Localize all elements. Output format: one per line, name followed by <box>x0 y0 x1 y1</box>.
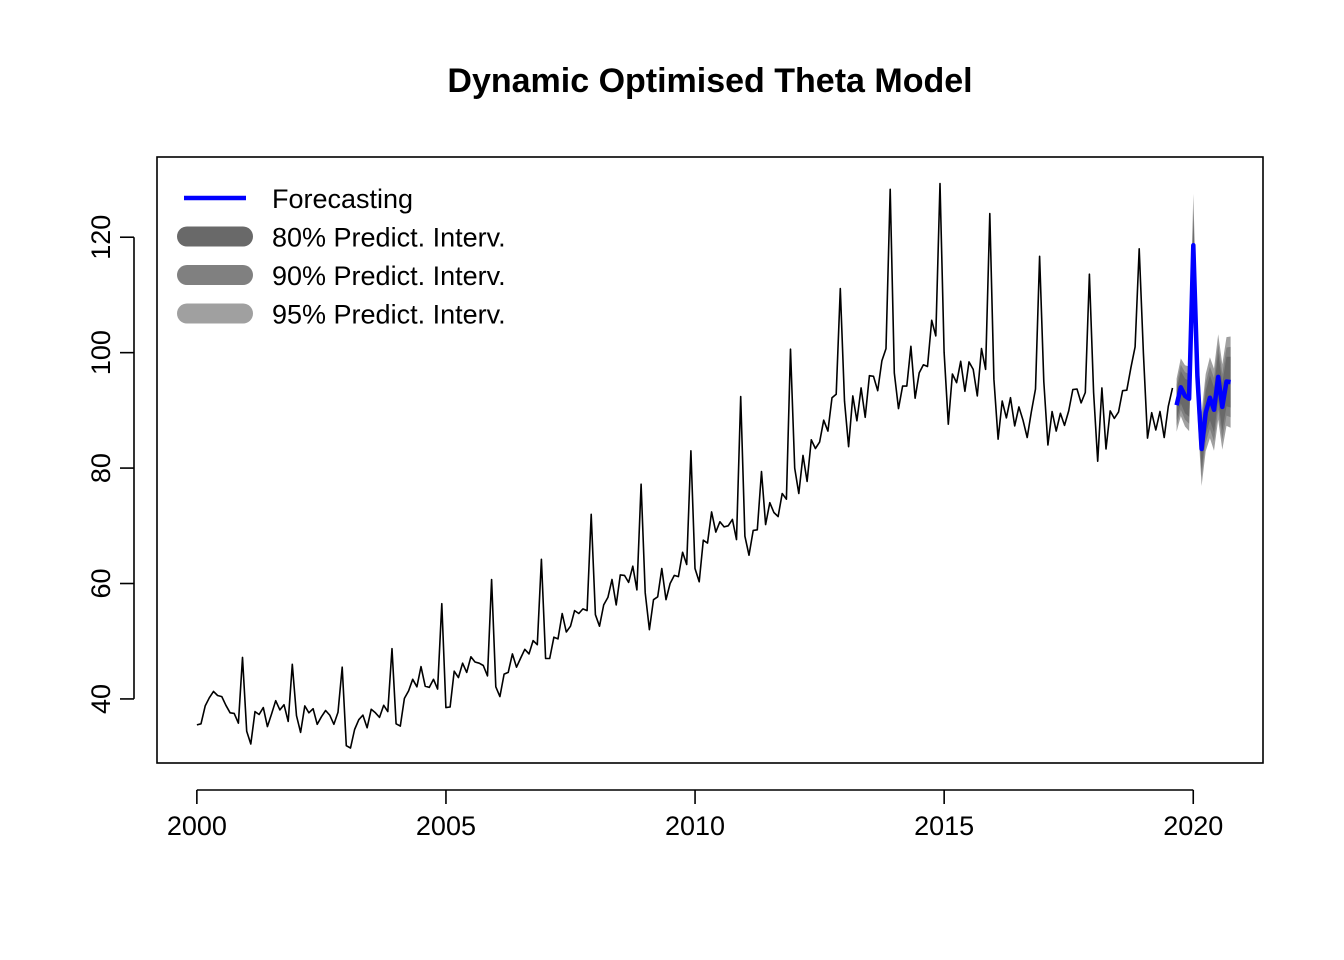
legend-label: 80% Predict. Interv. <box>272 223 506 253</box>
prediction-interval-bands <box>1176 193 1231 486</box>
x-axis: 2000 2005 2010 2015 2020 <box>167 789 1223 841</box>
series-lines <box>196 182 1231 749</box>
legend-band-95: 95% Predict. Interv. <box>177 300 506 330</box>
plot-frame <box>156 156 1264 764</box>
y-tick-label: 120 <box>86 215 116 260</box>
y-tick-label: 60 <box>86 568 116 598</box>
band-80-area <box>1176 218 1231 470</box>
legend-label: Forecasting <box>272 184 413 214</box>
x-tick-label: 2000 <box>167 811 227 841</box>
y-tick-label: 80 <box>86 453 116 483</box>
chart-title: Dynamic Optimised Theta Model <box>447 62 972 100</box>
y-axis: 40 60 80 100 120 <box>86 215 135 714</box>
legend-band-80: 80% Predict. Interv. <box>177 223 506 253</box>
y-tick-label: 40 <box>86 684 116 714</box>
x-tick-label: 2010 <box>665 811 725 841</box>
legend-forecast: Forecasting <box>184 184 413 214</box>
observed-line <box>196 182 1174 749</box>
x-tick-label: 2005 <box>416 811 476 841</box>
x-tick-label: 2015 <box>914 811 974 841</box>
legend-band-90: 90% Predict. Interv. <box>177 261 506 291</box>
forecast-line <box>1174 243 1231 452</box>
legend-label: 90% Predict. Interv. <box>272 261 506 291</box>
y-tick-label: 100 <box>86 330 116 375</box>
band-90-area <box>1176 208 1231 478</box>
legend: Forecasting 80% Predict. Interv. 90% Predi… <box>177 184 506 330</box>
legend-label: 95% Predict. Interv. <box>272 300 506 330</box>
x-tick-label: 2020 <box>1163 811 1223 841</box>
